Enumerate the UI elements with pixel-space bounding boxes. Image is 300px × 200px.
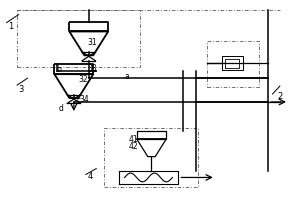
Text: 41: 41 — [129, 135, 139, 144]
Text: 1: 1 — [8, 22, 14, 31]
Text: b: b — [56, 65, 61, 74]
Text: d: d — [59, 104, 64, 113]
Text: a: a — [124, 72, 129, 81]
Text: 34: 34 — [80, 95, 90, 104]
Text: c: c — [77, 96, 81, 105]
Text: 2: 2 — [277, 92, 282, 101]
Text: 4: 4 — [87, 172, 92, 181]
Text: 31: 31 — [87, 38, 97, 47]
Text: 32: 32 — [78, 75, 88, 84]
Text: 42: 42 — [129, 142, 139, 151]
Text: 33: 33 — [87, 64, 97, 73]
Text: 3: 3 — [19, 85, 24, 94]
